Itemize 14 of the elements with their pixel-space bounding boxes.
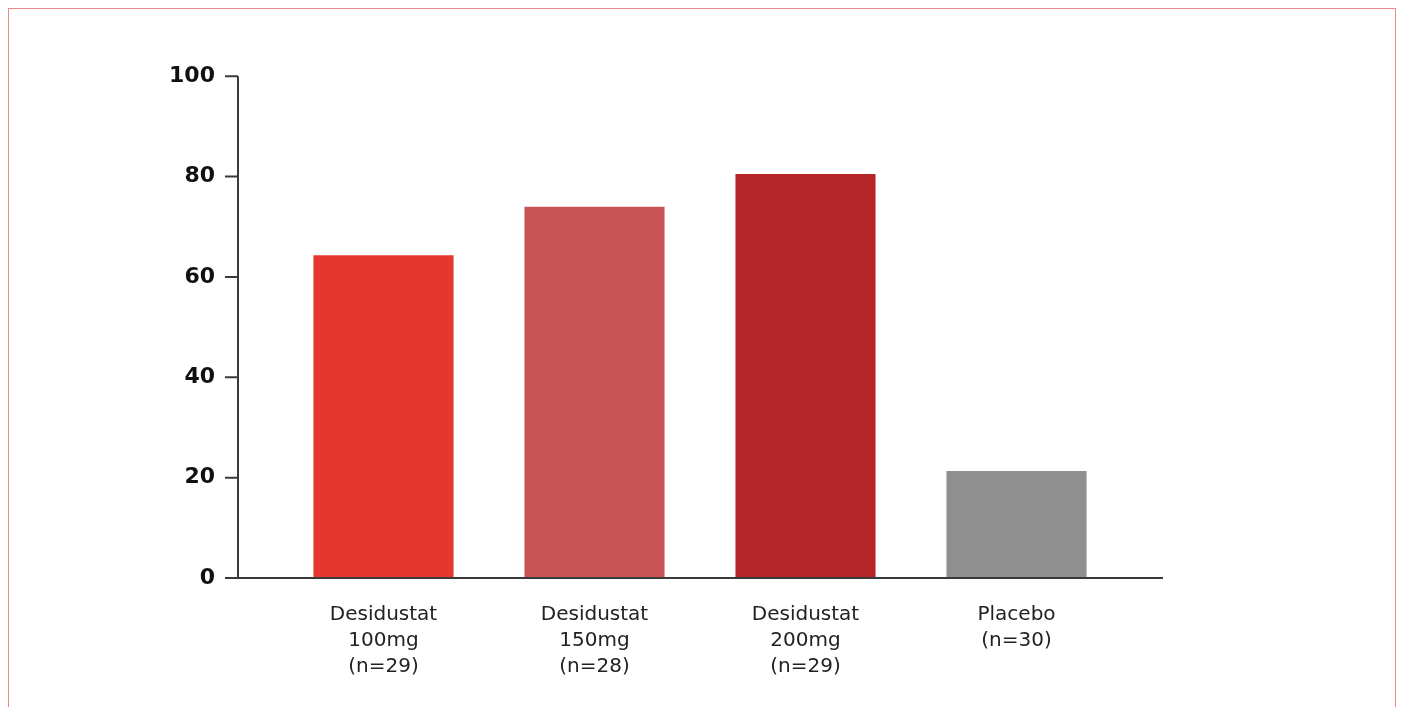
bar [946, 471, 1087, 578]
x-tick-label: Desidustat 200mg (n=29) [751, 601, 860, 678]
y-tick-label: 40 [184, 363, 215, 388]
y-tick-label: 20 [184, 463, 215, 489]
bar [735, 174, 876, 578]
bar [313, 255, 454, 578]
y-tick-label: 100 [169, 61, 215, 87]
y-tick-label: 80 [184, 162, 215, 188]
x-tick-label: Desidustat 100mg (n=29) [329, 601, 438, 678]
x-tick-label: Desidustat 150mg (n=28) [540, 601, 649, 678]
y-tick-label: 0 [199, 563, 215, 589]
x-tick-label: Placebo (n=30) [977, 601, 1056, 652]
y-tick-label: 60 [184, 262, 215, 288]
bar [524, 206, 665, 578]
